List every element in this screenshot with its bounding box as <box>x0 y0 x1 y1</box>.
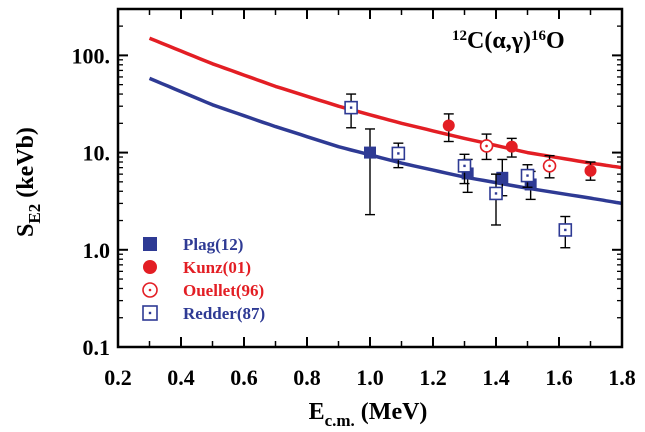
redder-87-point-dot <box>494 192 498 195</box>
legend-label-plag-12: Plag(12) <box>183 235 243 254</box>
data-points <box>344 93 597 249</box>
y-axis-title-main: S <box>13 224 39 237</box>
legend-label-redder-87: Redder(87) <box>183 304 265 323</box>
legend-marker-plag-12 <box>143 237 157 251</box>
legend: Plag(12) Kunz(01) Ouellet(96) Redder(87) <box>142 235 265 323</box>
x-tick-label: 0.8 <box>293 365 321 390</box>
redder-87-point-dot <box>526 174 529 177</box>
x-axis-title-main: E <box>309 399 325 425</box>
redder-87-point-dot <box>349 106 353 109</box>
element-o: O <box>546 28 565 54</box>
x-tick-label: 0.2 <box>104 365 132 390</box>
x-axis-title: Ec.m. (MeV) <box>309 399 428 430</box>
ouellet-96-point-dot <box>485 144 488 148</box>
y-axis-title-sub: E2 <box>25 204 44 224</box>
kunz-01-point <box>584 164 597 177</box>
y-tick-label: 1.0 <box>83 238 111 263</box>
reaction-annotation: 12C(α,γ)16O <box>452 28 565 54</box>
y-tick-label: 0.1 <box>83 335 111 360</box>
legend-label-ouellet-96: Ouellet(96) <box>183 281 264 300</box>
model-curves <box>148 36 623 206</box>
plot-frame <box>116 7 624 349</box>
redder-87-point-dot <box>564 228 567 232</box>
y-axis-title: SE2 (keVb) <box>13 127 44 237</box>
kunz-01-point <box>505 140 518 153</box>
x-tick-label: 1.2 <box>419 365 447 390</box>
mass-number-12: 12 <box>452 28 467 44</box>
reaction-label: (α,γ) <box>484 28 531 54</box>
legend-marker-kunz-01 <box>143 260 157 274</box>
legend-marker-redder-87-dot <box>148 311 152 315</box>
redder-87-point-dot <box>463 164 466 168</box>
legend-marker-ouellet-96-dot <box>148 288 152 292</box>
x-tick-label: 1.0 <box>356 365 384 390</box>
x-axis-title-sub: c.m. <box>325 411 355 430</box>
y-tick-label: 10. <box>83 141 111 166</box>
x-tick-label: 0.6 <box>230 365 258 390</box>
y-axis-title-unit: (keVb) <box>13 127 39 204</box>
ouellet-96-point-dot <box>548 164 551 168</box>
x-tick-label: 1.6 <box>545 365 573 390</box>
x-tick-label: 1.4 <box>482 365 510 390</box>
red-model-curve <box>148 36 623 170</box>
tick-labels: 0.2 0.4 0.6 0.8 1.0 1.2 1.4 1.6 1.8 0.1 1.0 10. 100. <box>72 43 636 390</box>
element-c: C <box>467 28 484 54</box>
redder-87-point-dot <box>397 152 400 155</box>
x-axis-title-unit: (MeV) <box>355 399 428 425</box>
legend-label-kunz-01: Kunz(01) <box>183 258 251 277</box>
mass-number-16: 16 <box>531 28 547 44</box>
plag-12-point <box>364 146 376 159</box>
x-tick-label: 0.4 <box>167 365 195 390</box>
y-tick-label: 100. <box>72 43 111 68</box>
blue-model-curve <box>148 76 623 206</box>
x-tick-label: 1.8 <box>608 365 636 390</box>
kunz-01-point <box>442 119 455 132</box>
